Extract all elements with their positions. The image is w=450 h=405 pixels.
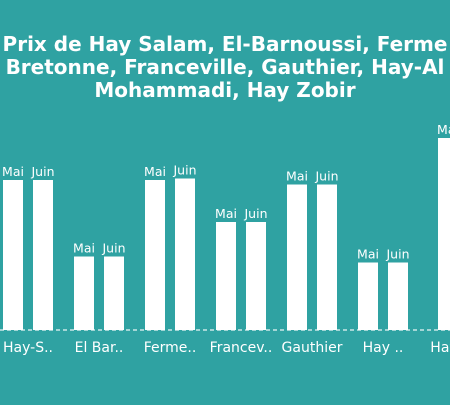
chart-title: Prix de Hay Salam, El-Barnoussi, Ferme B…: [3, 32, 448, 102]
x-tick-label-5: Hay ..: [363, 340, 404, 356]
x-tick-label-1: El Bar..: [75, 340, 124, 356]
x-axis-tick-labels: Hay-S.. El Bar.. Ferme.. Francev.. Gauthier H…: [3, 340, 450, 356]
bar-mai-1: [74, 256, 94, 330]
bar-mai-0: [3, 180, 23, 330]
bar-label-mai-5: Mai: [357, 247, 379, 262]
bar-juin-1: [104, 256, 124, 330]
x-tick-label-4: Gauthier: [282, 340, 343, 356]
bar-juin-3: [246, 222, 266, 330]
bar-mai-3: [216, 222, 236, 330]
x-tick-label-3: Francev..: [210, 340, 273, 356]
chart-title-line-3: Mohammadi, Hay Zobir: [94, 78, 355, 102]
bar-label-mai-6: Mai: [437, 122, 450, 137]
bar-label-mai-0: Mai: [2, 164, 24, 179]
bar-label-juin-4: Juin: [314, 169, 338, 184]
bar-label-juin-2: Juin: [172, 163, 196, 178]
bar-label-juin-1: Juin: [101, 241, 125, 256]
x-tick-label-0: Hay-S..: [3, 340, 53, 356]
chart-title-line-2: Bretonne, Franceville, Gauthier, Hay-Al: [6, 55, 445, 79]
bar-mai-5: [358, 262, 378, 330]
bar-label-juin-5: Juin: [385, 247, 409, 262]
bar-label-juin-3: Juin: [243, 206, 267, 221]
bar-juin-2: [175, 178, 195, 330]
chart-title-line-1: Prix de Hay Salam, El-Barnoussi, Ferme: [3, 32, 448, 56]
bar-mai-4: [287, 184, 307, 330]
bars-layer: Mai Juin Mai Juin Mai Juin Mai Juin Mai Juin Mai Ju…: [2, 122, 450, 330]
x-tick-label-2: Ferme..: [144, 340, 197, 356]
bar-juin-0: [33, 180, 53, 330]
bar-label-juin-0: Juin: [30, 164, 54, 179]
x-tick-label-6: Hay: [430, 340, 450, 356]
bar-mai-2: [145, 180, 165, 330]
bar-juin-4: [317, 184, 337, 330]
bar-mai-6: [438, 138, 450, 330]
bar-label-mai-3: Mai: [215, 206, 237, 221]
bar-label-mai-1: Mai: [73, 241, 95, 256]
bar-juin-5: [388, 262, 408, 330]
bar-label-mai-2: Mai: [144, 164, 166, 179]
bar-label-mai-4: Mai: [286, 169, 308, 184]
